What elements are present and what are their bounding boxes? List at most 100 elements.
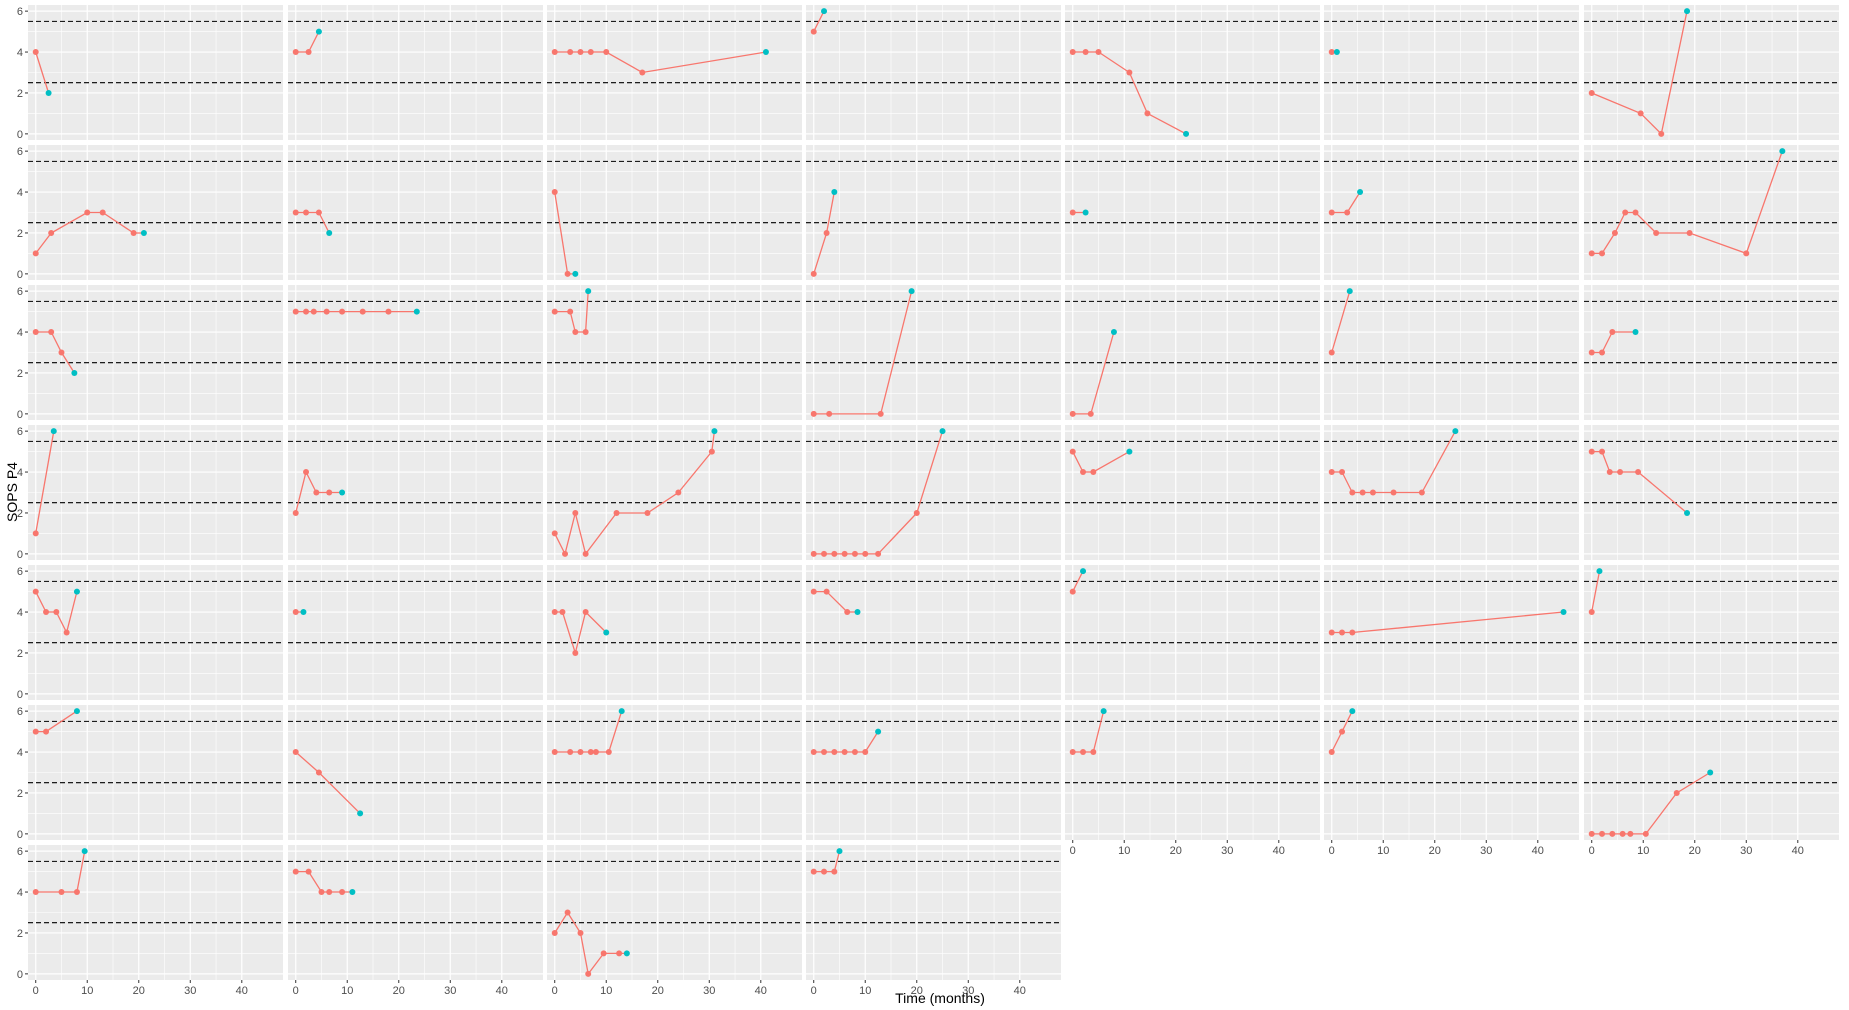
y-tick-label: 6	[17, 846, 23, 858]
data-point	[572, 649, 579, 656]
data-point	[1588, 89, 1595, 96]
panel	[1324, 285, 1579, 420]
data-point	[564, 909, 571, 916]
y-tick-label: 0	[17, 689, 23, 701]
data-point	[551, 308, 558, 315]
data-point	[303, 308, 310, 315]
last-data-point	[831, 189, 838, 196]
last-data-point	[73, 708, 80, 715]
last-data-point	[1684, 509, 1691, 516]
data-point	[99, 209, 106, 216]
last-data-point	[908, 288, 915, 295]
x-tick-label: 20	[911, 985, 923, 997]
y-tick-label: 4	[17, 747, 23, 759]
last-data-point	[875, 728, 882, 735]
data-point	[823, 229, 830, 236]
y-tick-label: 4	[17, 187, 23, 199]
panel	[806, 705, 1061, 840]
panel	[806, 845, 1061, 980]
data-point	[48, 229, 55, 236]
y-tick-label: 0	[17, 969, 23, 981]
data-point	[810, 588, 817, 595]
series-line	[813, 10, 825, 32]
data-point	[1126, 69, 1133, 76]
data-point	[63, 629, 70, 636]
x-tick-label: 0	[33, 985, 39, 997]
y-axis-layer: 0 2 4 6 0 2 4 6 0 2 4 6 0 2 4 6 0 2 4 6 0 2 4 6 0 2 4 6	[17, 6, 28, 981]
data-point	[1637, 110, 1644, 117]
panel	[1324, 425, 1579, 560]
series-line	[1072, 570, 1084, 592]
data-point	[1090, 749, 1097, 756]
panel	[547, 845, 802, 980]
data-point	[605, 749, 612, 756]
x-tick-label: 10	[1118, 845, 1130, 857]
last-data-point	[357, 810, 364, 817]
panel	[28, 565, 283, 700]
y-axis-title: SOPS P4	[4, 462, 20, 522]
y-tick-label: 0	[17, 129, 23, 141]
last-data-point	[140, 229, 147, 236]
last-data-point	[618, 708, 625, 715]
data-point	[303, 209, 310, 216]
data-point	[32, 49, 39, 56]
panel	[806, 5, 1061, 140]
data-point	[1144, 110, 1151, 117]
last-data-point	[73, 588, 80, 595]
y-tick-label: 6	[17, 566, 23, 578]
y-tick-label: 2	[17, 648, 23, 660]
data-point	[810, 868, 817, 875]
data-point	[600, 950, 607, 957]
series-line	[1331, 290, 1351, 353]
x-tick-label: 30	[1740, 845, 1752, 857]
data-point	[58, 889, 65, 896]
data-point	[1339, 728, 1346, 735]
last-data-point	[1779, 148, 1786, 155]
data-point	[43, 609, 50, 616]
data-point	[1599, 830, 1606, 837]
data-point	[644, 509, 651, 516]
data-point	[564, 270, 571, 277]
panel	[288, 285, 543, 420]
data-point	[43, 728, 50, 735]
panel	[806, 425, 1061, 560]
data-point	[1609, 830, 1616, 837]
data-point	[1588, 609, 1595, 616]
data-point	[1390, 489, 1397, 496]
panel	[806, 285, 1061, 420]
data-point	[292, 49, 299, 56]
x-tick-label: 0	[293, 985, 299, 997]
data-point	[823, 588, 830, 595]
data-point	[53, 609, 60, 616]
data-point	[32, 329, 39, 336]
data-point	[639, 69, 646, 76]
data-point	[1686, 229, 1693, 236]
x-tick-label: 0	[1589, 845, 1595, 857]
y-tick-label: 0	[17, 829, 23, 841]
data-point	[810, 550, 817, 557]
data-point	[810, 410, 817, 417]
data-point	[592, 749, 599, 756]
last-data-point	[585, 288, 592, 295]
panel	[288, 845, 543, 980]
data-point	[1328, 469, 1335, 476]
last-data-point	[1632, 329, 1639, 336]
data-point	[1599, 349, 1606, 356]
panel	[1065, 425, 1320, 560]
data-point	[292, 509, 299, 516]
panel	[28, 425, 283, 560]
data-point	[1599, 448, 1606, 455]
panel	[547, 425, 802, 560]
data-point	[1080, 469, 1087, 476]
x-tick-label: 0	[1329, 845, 1335, 857]
data-point	[292, 308, 299, 315]
data-point	[84, 209, 91, 216]
series-line	[813, 850, 841, 873]
data-point	[32, 530, 39, 537]
x-tick-label: 30	[1480, 845, 1492, 857]
data-point	[1627, 830, 1634, 837]
data-point	[841, 550, 848, 557]
data-point	[326, 889, 333, 896]
last-data-point	[1183, 130, 1190, 137]
